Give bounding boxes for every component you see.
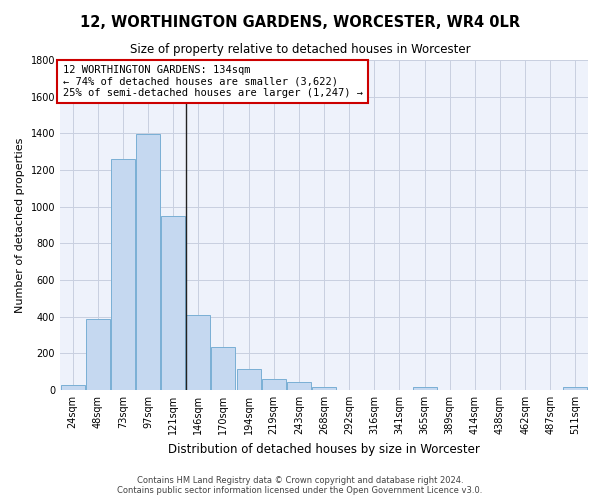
Bar xyxy=(61,386,85,390)
X-axis label: Distribution of detached houses by size in Worcester: Distribution of detached houses by size … xyxy=(168,442,480,456)
Bar xyxy=(86,318,110,390)
Text: Size of property relative to detached houses in Worcester: Size of property relative to detached ho… xyxy=(130,42,470,56)
Bar xyxy=(236,369,260,390)
Bar xyxy=(211,347,235,390)
Bar xyxy=(187,315,210,390)
Text: 12 WORTHINGTON GARDENS: 134sqm
← 74% of detached houses are smaller (3,622)
25% : 12 WORTHINGTON GARDENS: 134sqm ← 74% of … xyxy=(62,65,362,98)
Text: Contains HM Land Registry data © Crown copyright and database right 2024.
Contai: Contains HM Land Registry data © Crown c… xyxy=(118,476,482,495)
Bar xyxy=(312,386,336,390)
Bar xyxy=(413,386,437,390)
Bar xyxy=(161,216,185,390)
Text: 12, WORTHINGTON GARDENS, WORCESTER, WR4 0LR: 12, WORTHINGTON GARDENS, WORCESTER, WR4 … xyxy=(80,15,520,30)
Y-axis label: Number of detached properties: Number of detached properties xyxy=(15,138,25,312)
Bar xyxy=(136,134,160,390)
Bar xyxy=(262,378,286,390)
Bar xyxy=(111,159,135,390)
Bar xyxy=(563,386,587,390)
Bar xyxy=(287,382,311,390)
